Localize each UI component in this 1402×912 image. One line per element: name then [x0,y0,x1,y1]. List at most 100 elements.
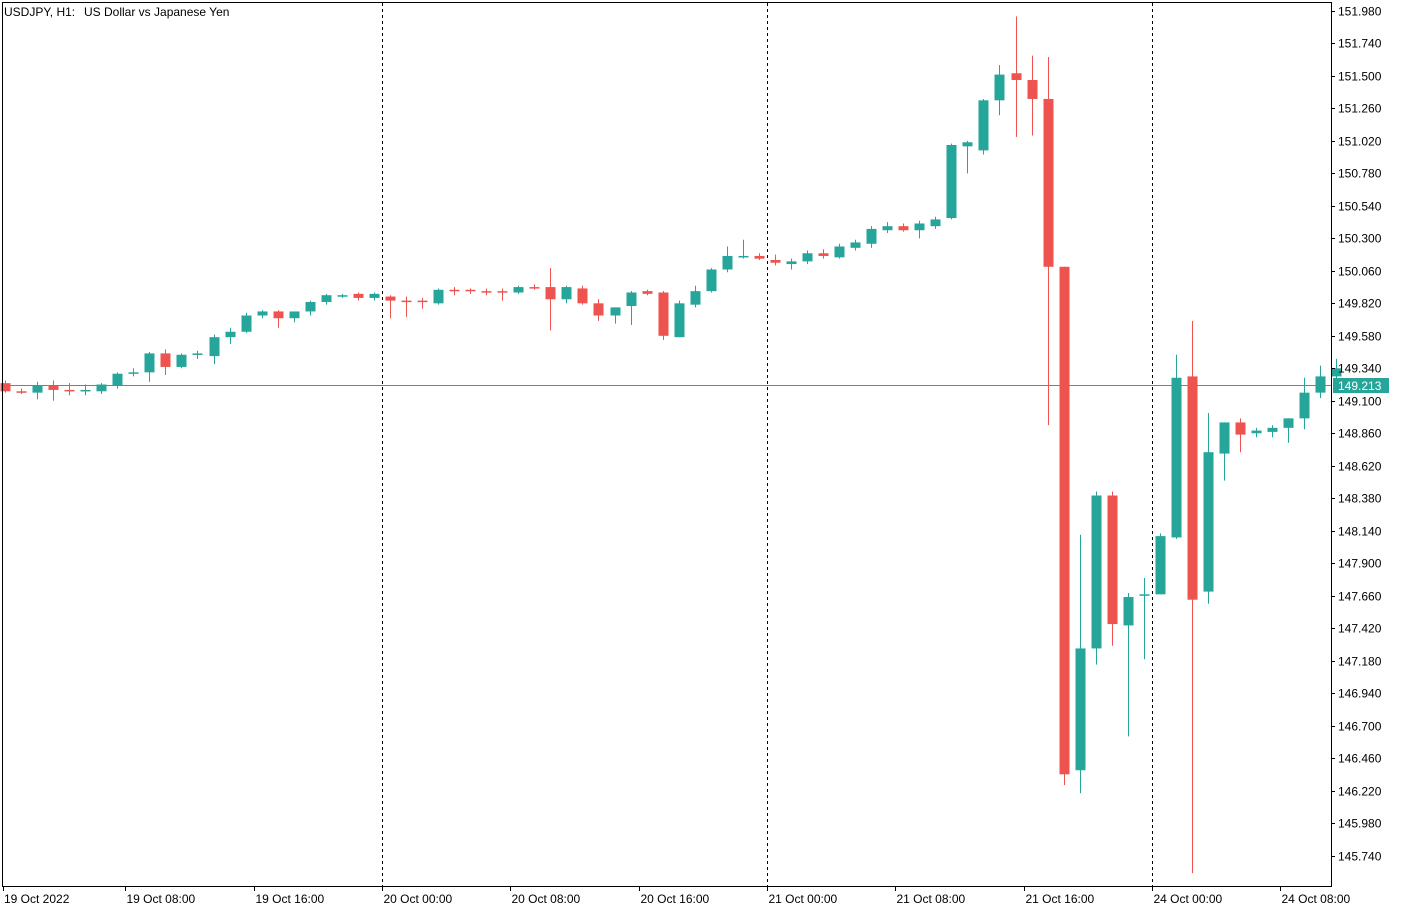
bull-candle[interactable] [1267,425,1278,438]
bull-candle[interactable] [1075,534,1086,794]
bear-candle[interactable] [417,297,428,309]
bull-candle[interactable] [786,258,797,270]
bull-candle[interactable] [994,65,1005,116]
candle-body [866,228,877,244]
bear-candle[interactable] [64,383,75,396]
bull-candle[interactable] [289,311,300,323]
bear-candle[interactable] [898,223,909,232]
bull-candle[interactable] [192,350,203,359]
bear-candle[interactable] [642,289,653,296]
bull-candle[interactable] [674,300,685,338]
bull-candle[interactable] [946,143,957,220]
bear-candle[interactable] [385,295,396,319]
price-axis[interactable]: 151.980 151.740 151.500 151.260 151.020 150.7… [1331,5,1389,864]
bear-candle[interactable] [1107,491,1118,646]
price-tick-label: 150.300 [1338,232,1382,246]
bear-candle[interactable] [545,268,556,331]
bull-candle[interactable] [112,372,123,389]
candle-body [626,292,637,307]
bull-candle[interactable] [1331,358,1342,382]
candle-body [722,255,733,270]
bear-candle[interactable] [1011,16,1022,137]
bear-candle[interactable] [770,254,781,266]
bull-candle[interactable] [882,222,893,233]
bull-candle[interactable] [128,368,139,377]
bull-candle[interactable] [626,291,637,325]
time-axis[interactable]: 19 Oct 2022 19 Oct 08:00 19 Oct 16:00 20 Oc… [3,886,1351,906]
bear-candle[interactable] [481,288,492,296]
bear-candle[interactable] [16,388,27,395]
bear-candle[interactable] [465,288,476,294]
bull-candle[interactable] [257,310,268,319]
bull-candle[interactable] [561,285,572,304]
bear-candle[interactable] [577,285,588,305]
bull-candle[interactable] [1251,427,1262,438]
bull-candle[interactable] [722,246,733,273]
bull-candle[interactable] [1155,533,1166,595]
bull-candle[interactable] [850,239,861,251]
bull-candle[interactable] [1139,578,1150,660]
bull-candle[interactable] [978,98,989,155]
bear-candle[interactable] [1059,266,1070,786]
bear-candle[interactable] [754,253,765,261]
bull-candle[interactable] [1171,354,1182,539]
price-tick-label: 150.060 [1338,265,1382,279]
candle-body [930,219,941,227]
bull-candle[interactable] [433,288,444,305]
bull-candle[interactable] [1219,422,1230,481]
bull-candle[interactable] [866,226,877,248]
bull-candle[interactable] [1091,491,1102,665]
bull-candle[interactable] [305,300,316,316]
bull-candle[interactable] [930,216,941,229]
bear-candle[interactable] [1235,418,1246,453]
bull-candle[interactable] [241,312,252,334]
candle-body [545,287,556,300]
bear-candle[interactable] [1187,320,1198,874]
candle-body [802,253,813,262]
bull-candle[interactable] [962,140,973,174]
bear-candle[interactable] [1043,57,1054,426]
bear-candle[interactable] [0,380,11,393]
price-tick-label: 148.860 [1338,427,1382,441]
bull-candle[interactable] [1283,418,1294,443]
bear-candle[interactable] [449,287,460,296]
bear-candle[interactable] [593,299,604,321]
bull-candle[interactable] [225,327,236,344]
bear-candle[interactable] [353,292,364,301]
bull-candle[interactable] [706,268,717,293]
bull-candle[interactable] [914,220,925,239]
bull-candle[interactable] [369,292,380,301]
price-tick-label: 147.420 [1338,622,1382,636]
bear-candle[interactable] [658,291,669,340]
candle-body [754,255,765,259]
bear-candle[interactable] [497,288,508,301]
bull-candle[interactable] [610,307,621,324]
bull-candle[interactable] [1203,412,1214,604]
bear-candle[interactable] [273,310,284,328]
bear-candle[interactable] [160,349,171,376]
bull-candle[interactable] [209,334,220,365]
candle-body [978,100,989,151]
bear-candle[interactable] [48,380,59,401]
bull-candle[interactable] [1299,377,1310,430]
bull-candle[interactable] [834,243,845,259]
bear-candle[interactable] [1027,55,1038,136]
bull-candle[interactable] [513,285,524,294]
bear-candle[interactable] [529,284,540,290]
bull-candle[interactable] [96,383,107,395]
bull-candle[interactable] [32,381,43,400]
bear-candle[interactable] [818,249,829,259]
bull-candle[interactable] [337,293,348,298]
bear-candle[interactable] [401,296,412,317]
bull-candle[interactable] [80,384,91,396]
bull-candle[interactable] [802,250,813,265]
chart-title: USDJPY, H1: US Dollar vs Japanese Yen [4,5,229,19]
bull-candle[interactable] [1123,592,1134,737]
bull-candle[interactable] [321,293,332,305]
bull-candle[interactable] [144,352,155,382]
bull-candle[interactable] [1315,365,1326,399]
bull-candle[interactable] [690,285,701,308]
bull-candle[interactable] [738,239,749,259]
bull-candle[interactable] [176,353,187,369]
